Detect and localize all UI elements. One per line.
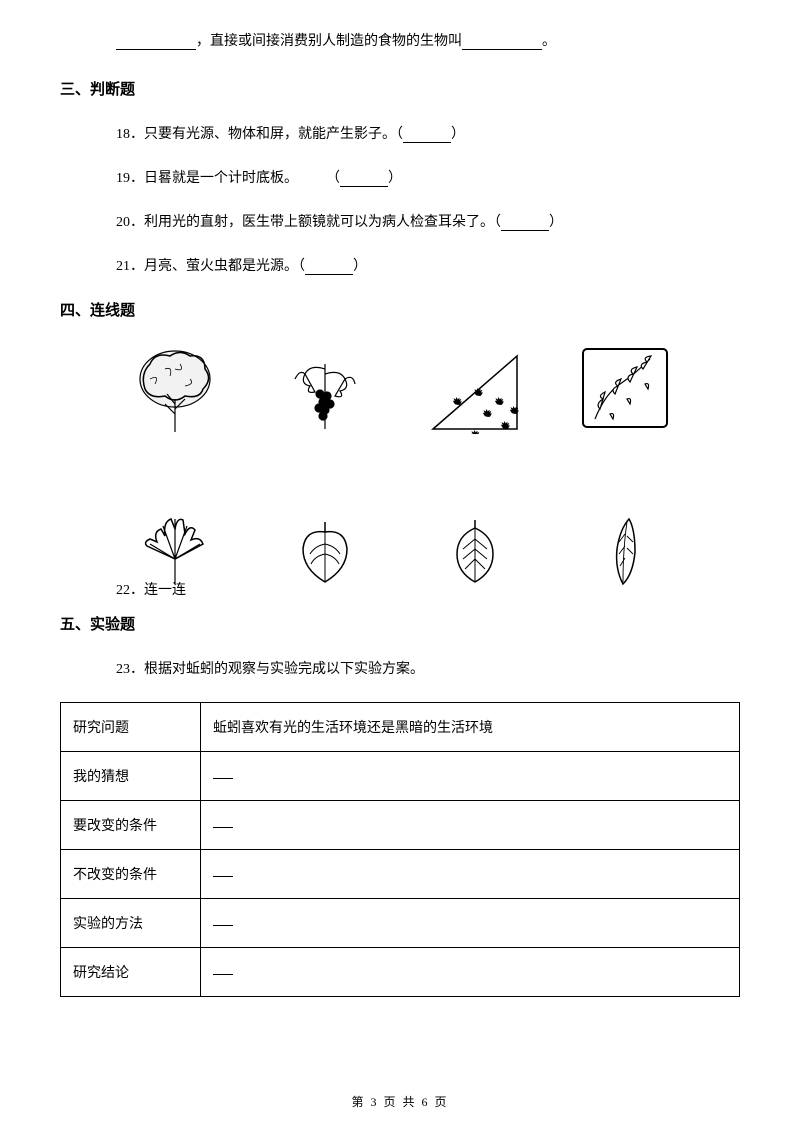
question-number: 18．: [116, 127, 144, 142]
table-row: 要改变的条件: [61, 801, 740, 850]
blank-field: [213, 827, 233, 828]
footer-text: 第: [351, 1095, 370, 1109]
blank-field: [403, 127, 451, 143]
maple-leaf-icon: [135, 514, 215, 589]
continuation-line: ，直接或间接消费别人制造的食物的生物叫 。: [60, 30, 740, 50]
blank-field: [213, 974, 233, 975]
question-23: 23．根据对蚯蚓的观察与实验完成以下实验方案。: [60, 658, 740, 678]
question-text: 根据对蚯蚓的观察与实验完成以下实验方案。: [144, 662, 424, 677]
blank-field: [213, 925, 233, 926]
question-text: 利用光的直射，医生带上额镜就可以为病人检查耳朵了。（: [144, 215, 501, 230]
table-content: [201, 899, 740, 948]
framed-vine-icon: [575, 344, 675, 434]
section-heading-4: 四、连线题: [60, 299, 740, 320]
table-row: 我的猜想: [61, 752, 740, 801]
question-text: 只要有光源、物体和屏，就能产生影子。（: [144, 127, 403, 142]
question-number: 20．: [116, 215, 144, 230]
question-number: 23．: [116, 662, 144, 677]
heart-leaf-icon: [285, 514, 365, 589]
page-footer: 第 3 页 共 6 页: [0, 1093, 800, 1110]
tree-icon: [125, 344, 225, 434]
section-heading-3: 三、判断题: [60, 78, 740, 99]
grape-plant-icon: [275, 344, 375, 434]
table-content: [201, 801, 740, 850]
question-end: ）: [451, 127, 465, 142]
blank-field: [340, 171, 388, 187]
oval-leaf-icon: [435, 514, 515, 589]
table-row: 研究结论: [61, 948, 740, 997]
section-heading-5: 五、实验题: [60, 613, 740, 634]
total-pages: 6: [422, 1095, 430, 1109]
question-21: 21．月亮、萤火虫都是光源。（ ）: [60, 255, 740, 275]
blank-field: [501, 215, 549, 231]
question-text: 月亮、萤火虫都是光源。（: [144, 259, 305, 274]
question-end: ）: [353, 259, 367, 274]
table-content: [201, 948, 740, 997]
experiment-table: 研究问题 蚯蚓喜欢有光的生活环境还是黑暗的生活环境 我的猜想 要改变的条件 不改…: [60, 702, 740, 997]
question-text: 连一连: [144, 583, 186, 598]
table-row: 实验的方法: [61, 899, 740, 948]
table-label: 研究结论: [61, 948, 201, 997]
question-end: ）: [549, 215, 563, 230]
blank-field: [213, 876, 233, 877]
question-number: 22．: [116, 583, 144, 598]
question-number: 21．: [116, 259, 144, 274]
question-number: 19．: [116, 171, 144, 186]
text: 。: [542, 34, 556, 49]
blank-field: [305, 259, 353, 275]
blank-field: [116, 34, 196, 50]
blank-field: [462, 34, 542, 50]
table-row: 研究问题 蚯蚓喜欢有光的生活环境还是黑暗的生活环境: [61, 703, 740, 752]
text: ，直接或间接消费别人制造的食物的生物叫: [196, 34, 462, 49]
table-label: 我的猜想: [61, 752, 201, 801]
question-19: 19．日晷就是一个计时底板。 （ ）: [60, 167, 740, 187]
table-content: 蚯蚓喜欢有光的生活环境还是黑暗的生活环境: [201, 703, 740, 752]
table-label: 实验的方法: [61, 899, 201, 948]
leaf-row: [60, 514, 740, 589]
blank-field: [213, 778, 233, 779]
question-text: 日晷就是一个计时底板。 （: [144, 171, 340, 186]
matching-exercise: 22．连一连: [60, 344, 740, 599]
table-label: 要改变的条件: [61, 801, 201, 850]
footer-text: 页: [430, 1095, 449, 1109]
table-label: 研究问题: [61, 703, 201, 752]
question-20: 20．利用光的直射，医生带上额镜就可以为病人检查耳朵了。（ ）: [60, 211, 740, 231]
plant-row: [60, 344, 740, 434]
question-18: 18．只要有光源、物体和屏，就能产生影子。（ ）: [60, 123, 740, 143]
narrow-leaf-icon: [585, 514, 665, 589]
table-label: 不改变的条件: [61, 850, 201, 899]
question-end: ）: [388, 171, 402, 186]
maple-bush-icon: [425, 344, 525, 434]
table-content: [201, 752, 740, 801]
table-row: 不改变的条件: [61, 850, 740, 899]
footer-text: 页 共: [378, 1095, 421, 1109]
table-content: [201, 850, 740, 899]
